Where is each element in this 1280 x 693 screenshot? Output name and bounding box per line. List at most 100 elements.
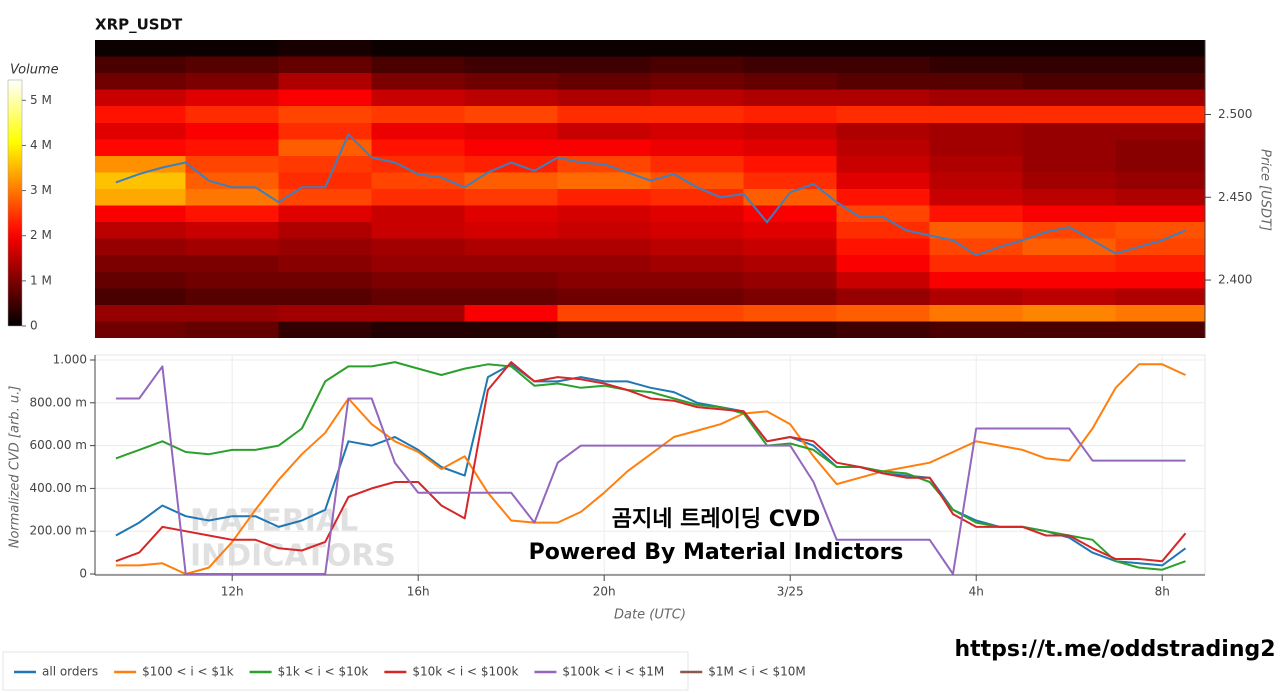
heatmap-cell — [650, 172, 745, 190]
heatmap-cell — [371, 73, 466, 91]
heatmap-cell — [743, 89, 838, 107]
heatmap-cell — [557, 222, 652, 240]
heatmap-cell — [185, 89, 280, 107]
heatmap-cell — [1115, 106, 1205, 124]
heatmap-cell — [464, 89, 559, 107]
heatmap-cell — [1115, 288, 1205, 306]
colorbar — [7, 79, 23, 327]
heatmap-cell — [650, 73, 745, 91]
heatmap-cell — [929, 205, 1024, 223]
heatmap-cell — [929, 73, 1024, 91]
heatmap-cell — [278, 238, 373, 256]
heatmap-cell — [929, 89, 1024, 107]
heatmap-cell — [278, 89, 373, 107]
heatmap-cell — [557, 271, 652, 289]
heatmap-cell — [95, 238, 187, 256]
heatmap-cell — [836, 205, 931, 223]
heatmap-cell — [1022, 205, 1117, 223]
heatmap — [95, 40, 1205, 338]
heatmap-cell — [1022, 304, 1117, 322]
colorbar-tick-label: 3 M — [30, 183, 52, 197]
heatmap-cell — [650, 321, 745, 338]
colorbar-tick-label: 2 M — [30, 228, 52, 242]
heatmap-cell — [1022, 321, 1117, 338]
legend-label: $1M < i < $10M — [708, 665, 806, 679]
heatmap-cell — [743, 238, 838, 256]
heatmap-cell — [743, 255, 838, 273]
heatmap-cell — [278, 139, 373, 157]
heatmap-cell — [278, 40, 373, 58]
chart-title: XRP_USDT — [95, 16, 183, 34]
heatmap-cell — [464, 238, 559, 256]
x-tick-label: 20h — [593, 585, 616, 599]
heatmap-cell — [650, 106, 745, 124]
heatmap-cell — [95, 255, 187, 273]
y-tick-label: 800.00 m — [30, 395, 88, 409]
y-tick-label: 0 — [79, 567, 87, 581]
heatmap-cell — [185, 56, 280, 74]
heatmap-cell — [557, 321, 652, 338]
heatmap-cell — [650, 139, 745, 157]
heatmap-cell — [650, 271, 745, 289]
y-axis-label: Normalized CVD [arb. u.] — [8, 386, 23, 549]
heatmap-cell — [278, 205, 373, 223]
heatmap-cell — [464, 172, 559, 190]
heatmap-cell — [1115, 304, 1205, 322]
heatmap-cell — [557, 189, 652, 207]
overlay-text: Powered By Material Indictors — [529, 540, 904, 565]
heatmap-cell — [1115, 222, 1205, 240]
heatmap-cell — [278, 304, 373, 322]
heatmap-cell — [929, 255, 1024, 273]
heatmap-cell — [464, 56, 559, 74]
heatmap-cell — [278, 56, 373, 74]
heatmap-cell — [278, 155, 373, 173]
legend-label: all orders — [42, 665, 98, 679]
heatmap-cell — [1022, 238, 1117, 256]
heatmap-cell — [1022, 56, 1117, 74]
heatmap-cell — [743, 40, 838, 58]
heatmap-cell — [650, 155, 745, 173]
heatmap-cell — [557, 106, 652, 124]
heatmap-cell — [95, 222, 187, 240]
heatmap-cell — [95, 189, 187, 207]
heatmap-cell — [929, 189, 1024, 207]
heatmap-cell — [371, 222, 466, 240]
heatmap-cell — [1022, 122, 1117, 140]
watermark: INDICATORS — [190, 539, 396, 574]
heatmap-cell — [464, 122, 559, 140]
heatmap-cell — [95, 40, 187, 58]
heatmap-cell — [1115, 255, 1205, 273]
heatmap-cell — [650, 56, 745, 74]
heatmap-cell — [371, 288, 466, 306]
heatmap-cell — [743, 122, 838, 140]
heatmap-cell — [650, 189, 745, 207]
heatmap-cell — [836, 106, 931, 124]
heatmap-cell — [185, 139, 280, 157]
heatmap-cell — [557, 238, 652, 256]
x-tick-label: 12h — [221, 585, 244, 599]
heatmap-cell — [743, 139, 838, 157]
heatmap-cell — [185, 40, 280, 58]
colorbar-tick-label: 5 M — [30, 93, 52, 107]
heatmap-cell — [1115, 271, 1205, 289]
heatmap-cell — [929, 238, 1024, 256]
heatmap-cell — [743, 106, 838, 124]
heatmap-cell — [929, 139, 1024, 157]
heatmap-cell — [557, 288, 652, 306]
heatmap-cell — [371, 122, 466, 140]
heatmap-cell — [185, 205, 280, 223]
heatmap-cell — [185, 189, 280, 207]
heatmap-cell — [929, 222, 1024, 240]
colorbar-title: Volume — [10, 63, 59, 78]
x-tick-label: 8h — [1155, 585, 1170, 599]
heatmap-cell — [278, 271, 373, 289]
heatmap-cell — [371, 271, 466, 289]
series-line — [115, 363, 1186, 575]
heatmap-cell — [836, 122, 931, 140]
heatmap-cell — [1022, 73, 1117, 91]
heatmap-cell — [185, 321, 280, 338]
heatmap-cell — [743, 288, 838, 306]
heatmap-cell — [836, 238, 931, 256]
heatmap-cell — [185, 222, 280, 240]
